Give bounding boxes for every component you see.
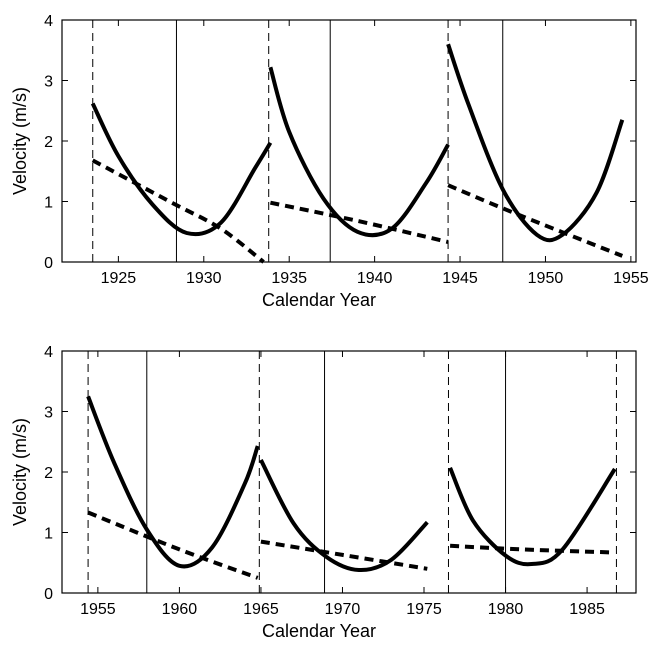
series-solid-segment-2 bbox=[259, 458, 429, 573]
y-tick-label: 2 bbox=[44, 465, 53, 482]
series-solid-segment-3 bbox=[446, 43, 625, 243]
x-axis-label: Calendar Year bbox=[262, 621, 376, 641]
x-tick-label: 1970 bbox=[325, 601, 361, 618]
y-tick-label: 1 bbox=[44, 195, 53, 212]
y-tick-label: 3 bbox=[44, 405, 53, 422]
x-tick-label: 1955 bbox=[613, 270, 649, 287]
y-axis-label: Velocity (m/s) bbox=[10, 87, 30, 195]
axes-frame bbox=[61, 350, 637, 594]
y-axis-label: Velocity (m/s) bbox=[10, 418, 30, 526]
series-dashed-segment-3 bbox=[450, 543, 615, 555]
chart-panel-top: 1925 1930 1935 1940 1945 1950 1955 0 1 2 3 4 Calenda… bbox=[10, 13, 649, 310]
x-axis-label: Calendar Year bbox=[262, 290, 376, 310]
x-tick-label: 1950 bbox=[528, 270, 564, 287]
series-dashed-segment-1 bbox=[91, 158, 265, 264]
series-solid-segment-1 bbox=[86, 395, 260, 569]
y-tick-label: 3 bbox=[44, 74, 53, 91]
y-tick-label: 4 bbox=[44, 344, 53, 361]
x-tick-label: 1965 bbox=[243, 601, 279, 618]
x-tick-label: 1940 bbox=[357, 270, 393, 287]
series-solid-segment-1 bbox=[90, 102, 273, 237]
x-tick-label: 1955 bbox=[80, 601, 116, 618]
x-tick-label: 1985 bbox=[569, 601, 605, 618]
x-tick-label: 1930 bbox=[186, 270, 222, 287]
x-tick-label: 1960 bbox=[162, 601, 198, 618]
x-tick-label: 1935 bbox=[271, 270, 307, 287]
series-solid-segment-2 bbox=[268, 66, 450, 238]
y-tick-label: 2 bbox=[44, 134, 53, 151]
chart-panel-bottom: 1955 1960 1965 1970 1975 1980 1985 0 1 2 3 4 Calenda… bbox=[10, 344, 637, 641]
y-tick-label: 1 bbox=[44, 526, 53, 543]
series-solid-segment-3 bbox=[448, 466, 617, 567]
y-tick-label: 4 bbox=[44, 13, 53, 30]
series-dashed-segment-2 bbox=[260, 539, 428, 571]
series-dashed-segment-2 bbox=[269, 200, 449, 244]
x-tick-label: 1945 bbox=[442, 270, 478, 287]
x-tick-label: 1925 bbox=[101, 270, 137, 287]
x-tick-label: 1975 bbox=[406, 601, 442, 618]
series-dashed-segment-3 bbox=[447, 183, 624, 258]
x-tick-label: 1980 bbox=[488, 601, 524, 618]
series-dashed-segment-1 bbox=[87, 510, 259, 580]
y-tick-label: 0 bbox=[44, 255, 53, 272]
y-tick-label: 0 bbox=[44, 586, 53, 603]
